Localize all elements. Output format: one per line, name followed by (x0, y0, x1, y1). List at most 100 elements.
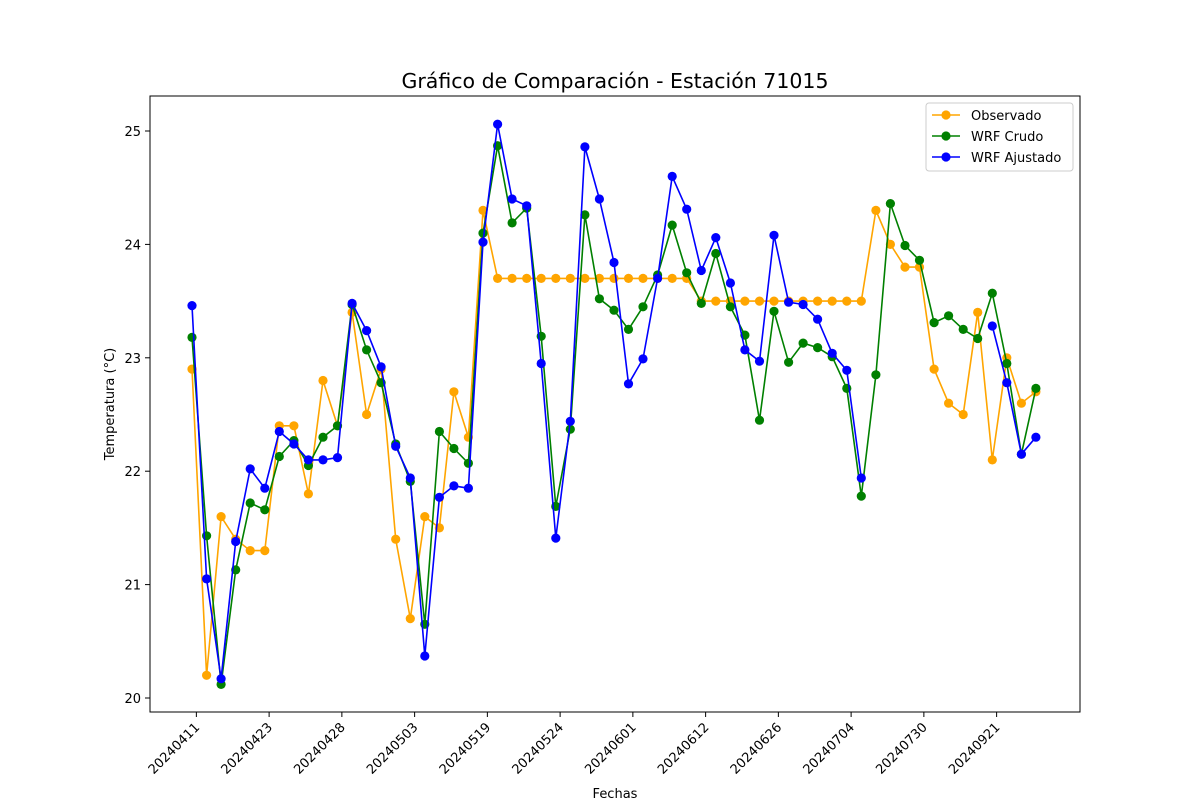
data-point (667, 171, 677, 181)
legend-label: Observado (971, 109, 1042, 124)
data-point (507, 273, 517, 283)
data-point (216, 674, 226, 684)
data-point (725, 278, 736, 288)
data-point (594, 194, 605, 204)
data-point (827, 348, 837, 358)
data-point (536, 273, 546, 283)
data-point (405, 614, 415, 624)
x-tick-label: 20240524 (510, 720, 567, 777)
data-point (623, 273, 634, 283)
data-point (260, 546, 270, 556)
data-point (434, 492, 444, 502)
data-point (871, 370, 881, 380)
data-point (827, 296, 837, 306)
y-tick-label: 24 (124, 238, 141, 253)
data-point (565, 416, 575, 426)
data-point (900, 262, 910, 272)
x-tick-label: 20240704 (801, 720, 858, 777)
y-tick-label: 23 (124, 352, 141, 367)
y-tick-label: 20 (124, 692, 141, 707)
data-point (958, 409, 968, 420)
data-point (958, 324, 968, 334)
data-point (478, 237, 488, 247)
data-point (318, 432, 328, 442)
data-point (376, 362, 386, 372)
plot-area (187, 119, 1041, 690)
x-tick-label: 20240519 (437, 720, 494, 777)
data-point (551, 273, 561, 283)
data-point (987, 321, 997, 331)
plot-frame (149, 95, 1081, 713)
data-point (1002, 358, 1012, 369)
data-point (914, 255, 925, 265)
data-point (813, 314, 823, 324)
data-point (973, 333, 983, 344)
x-tick-label: 20240612 (655, 720, 712, 777)
data-point (245, 464, 255, 474)
data-point (813, 343, 823, 353)
data-point (289, 421, 299, 431)
data-point (522, 273, 532, 283)
data-point (1002, 378, 1012, 388)
data-point (754, 296, 765, 306)
x-axis: 20240411 20240423 20240428 20240503 20240519… (146, 712, 1003, 778)
data-point (987, 288, 997, 298)
data-point (856, 491, 866, 501)
data-point (362, 409, 372, 420)
data-point (609, 305, 619, 315)
data-point (929, 318, 939, 328)
legend-marker (941, 131, 951, 141)
data-point (507, 194, 517, 204)
data-point (711, 248, 721, 259)
data-point (711, 233, 721, 243)
y-tick-label: 21 (124, 579, 141, 594)
data-point (449, 387, 459, 397)
data-point (245, 546, 255, 556)
data-point (318, 375, 328, 386)
data-point (231, 536, 241, 547)
x-tick-label: 20240503 (364, 720, 421, 777)
data-point (667, 273, 677, 283)
x-tick-label: 20240423 (219, 720, 276, 777)
x-tick-label: 20240411 (146, 720, 203, 777)
data-point (347, 298, 357, 308)
data-point (842, 296, 852, 306)
data-point (187, 301, 197, 311)
y-axis-label: Temperatura (°C) (103, 348, 118, 461)
data-point (580, 142, 590, 152)
data-point (623, 324, 634, 334)
data-point (638, 354, 648, 364)
legend-box (925, 102, 1074, 172)
data-point (303, 489, 313, 499)
data-point (405, 473, 415, 483)
series-line (991, 325, 1037, 456)
data-point (1016, 398, 1026, 408)
data-point (522, 201, 532, 211)
data-point (332, 453, 343, 463)
series-wrf-crudo (187, 141, 1041, 690)
data-point (274, 451, 284, 462)
data-point (973, 307, 983, 317)
data-point (289, 439, 299, 449)
data-point (769, 306, 779, 316)
data-point (202, 574, 212, 584)
data-point (187, 332, 197, 342)
data-point (623, 379, 634, 389)
data-point (638, 273, 648, 283)
legend-marker (941, 110, 951, 120)
data-point (798, 338, 808, 348)
data-point (871, 205, 881, 215)
data-point (420, 511, 430, 522)
data-point (493, 273, 503, 283)
data-point (391, 441, 401, 451)
data-point (609, 257, 619, 268)
data-point (551, 533, 561, 543)
data-point (565, 424, 575, 434)
data-point (449, 481, 459, 491)
data-point (434, 426, 444, 437)
data-point (682, 268, 692, 278)
x-tick-label: 20240730 (873, 720, 930, 777)
data-point (944, 398, 954, 408)
data-point (449, 443, 459, 454)
